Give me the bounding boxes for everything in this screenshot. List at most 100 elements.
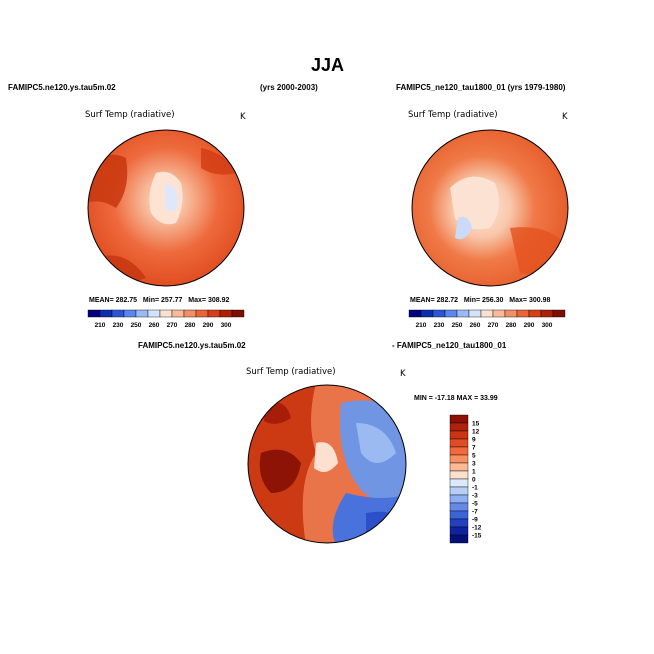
diff-colorbar-tick-label: 9	[472, 437, 476, 444]
top-right-colorbar: 210 230 250 260 270 280 290 300	[408, 309, 566, 329]
diff-colorbar-swatch	[449, 510, 469, 520]
top-left-min-value: 257.77	[161, 297, 183, 304]
colorbar-swatch	[540, 309, 554, 318]
diff-colorbar-tick-label: 12	[472, 429, 480, 436]
colorbar-tick-label: 300	[221, 322, 232, 329]
bottom-case-a: FAMIPC5.ne120.ys.tau5m.02	[138, 341, 246, 350]
diff-colorbar-swatch	[449, 486, 469, 496]
colorbar-tick-label: 250	[131, 322, 142, 329]
diff-colorbar-tick-label: 7	[472, 445, 476, 452]
top-right-polar-map	[411, 129, 569, 287]
colorbar-swatch	[123, 309, 137, 318]
diff-colorbar-tick-label: 3	[472, 461, 476, 468]
top-right-variable-label: Surf Temp (radiative)	[408, 110, 498, 120]
colorbar-swatch	[468, 309, 482, 318]
colorbar-swatch	[195, 309, 209, 318]
top-right-mean-value: 282.72	[436, 297, 459, 304]
top-left-max-value: 308.92	[207, 297, 230, 304]
colorbar-tick-label: 230	[113, 322, 124, 329]
diff-colorbar-swatch	[449, 502, 469, 512]
diff-colorbar-swatch	[449, 454, 469, 464]
diff-colorbar-swatch	[449, 446, 469, 456]
colorbar-swatch	[111, 309, 125, 318]
diff-colorbar-swatch	[449, 494, 469, 504]
colorbar-swatch	[504, 309, 518, 318]
colorbar-tick-label: 260	[470, 322, 481, 329]
diff-colorbar-swatch	[449, 478, 469, 488]
colorbar-tick-label: 270	[488, 322, 499, 329]
diff-colorbar-swatch	[449, 518, 469, 528]
colorbar-tick-label: 260	[149, 322, 160, 329]
colorbar-swatch	[231, 309, 245, 318]
top-left-stats: MEAN= 282.75 Min= 257.77 Max= 308.92	[89, 297, 230, 304]
top-left-mean-value: 282.75	[115, 297, 138, 304]
diff-colorbar-tick-label: -7	[472, 509, 478, 516]
colorbar-tick-label: 210	[416, 322, 427, 329]
colorbar-swatch	[207, 309, 221, 318]
colorbar-tick-label: 290	[524, 322, 535, 329]
top-left-variable-label: Surf Temp (radiative)	[85, 110, 175, 120]
diff-colorbar-tick-label: -1	[472, 485, 478, 492]
top-left-case-name: FAMIPC5.ne120.ys.tau5m.02	[8, 83, 116, 92]
top-right-units-label: K	[562, 112, 568, 122]
diff-colorbar-tick-label: -9	[472, 517, 478, 524]
figure-title: JJA	[311, 55, 345, 75]
colorbar-swatch	[219, 309, 233, 318]
diff-colorbar-swatch	[449, 470, 469, 480]
colorbar-swatch	[87, 309, 101, 318]
diff-colorbar-swatch	[449, 462, 469, 472]
colorbar-swatch	[159, 309, 173, 318]
colorbar-tick-label: 280	[185, 322, 196, 329]
colorbar-swatch	[147, 309, 161, 318]
diff-colorbar-tick-label: 0	[472, 477, 476, 484]
colorbar-swatch	[456, 309, 470, 318]
colorbar-swatch	[552, 309, 566, 318]
diff-colorbar-swatch	[449, 438, 469, 448]
diff-colorbar-swatch	[449, 414, 469, 424]
diff-colorbar-tick-label: -12	[472, 525, 482, 532]
colorbar-tick-label: 210	[95, 322, 106, 329]
colorbar-swatch	[528, 309, 542, 318]
bottom-case-b: - FAMIPC5_ne120_tau1800_01	[392, 341, 507, 350]
colorbar-swatch	[408, 309, 422, 318]
colorbar-swatch	[516, 309, 530, 318]
diff-colorbar-tick-label: -5	[472, 501, 478, 508]
colorbar-tick-label: 300	[542, 322, 553, 329]
colorbar-tick-label: 290	[203, 322, 214, 329]
colorbar-swatch	[171, 309, 185, 318]
bottom-difference-polar-map	[247, 384, 407, 544]
colorbar-tick-label: 230	[434, 322, 445, 329]
colorbar-swatch	[99, 309, 113, 318]
top-right-max-value: 300.98	[528, 297, 551, 304]
bottom-units-label: K	[400, 369, 406, 379]
colorbar-tick-label: 250	[452, 322, 463, 329]
colorbar-swatch	[183, 309, 197, 318]
colorbar-swatch	[420, 309, 434, 318]
diff-colorbar-swatch	[449, 430, 469, 440]
colorbar-tick-label: 270	[167, 322, 178, 329]
colorbar-swatch	[135, 309, 149, 318]
bottom-variable-label: Surf Temp (radiative)	[246, 367, 336, 377]
colorbar-tick-label: 280	[506, 322, 517, 329]
diff-colorbar-swatch	[449, 526, 469, 536]
diff-colorbar-tick-label: 5	[472, 453, 476, 460]
top-left-years: (yrs 2000-2003)	[260, 83, 318, 92]
top-left-colorbar: 210 230 250 260 270 280 290 300	[87, 309, 245, 329]
diff-colorbar-swatch	[449, 422, 469, 432]
colorbar-swatch	[480, 309, 494, 318]
diff-colorbar-tick-label: -3	[472, 493, 478, 500]
diff-colorbar-swatch	[449, 534, 469, 544]
colorbar-swatch	[432, 309, 446, 318]
bottom-minmax-text: MIN = -17.18 MAX = 33.99	[414, 395, 498, 402]
top-left-polar-map	[87, 129, 245, 287]
top-right-stats: MEAN= 282.72 Min= 256.30 Max= 300.98	[410, 297, 551, 304]
colorbar-swatch	[444, 309, 458, 318]
top-right-min-value: 256.30	[482, 297, 504, 304]
diff-colorbar-tick-label: 15	[472, 421, 480, 428]
diff-colorbar-tick-label: -15	[472, 533, 482, 540]
top-left-units-label: K	[240, 112, 246, 122]
colorbar-swatch	[492, 309, 506, 318]
top-right-case-name: FAMIPC5_ne120_tau1800_01 (yrs 1979-1980)	[396, 83, 566, 92]
diff-colorbar-tick-label: 1	[472, 469, 476, 476]
